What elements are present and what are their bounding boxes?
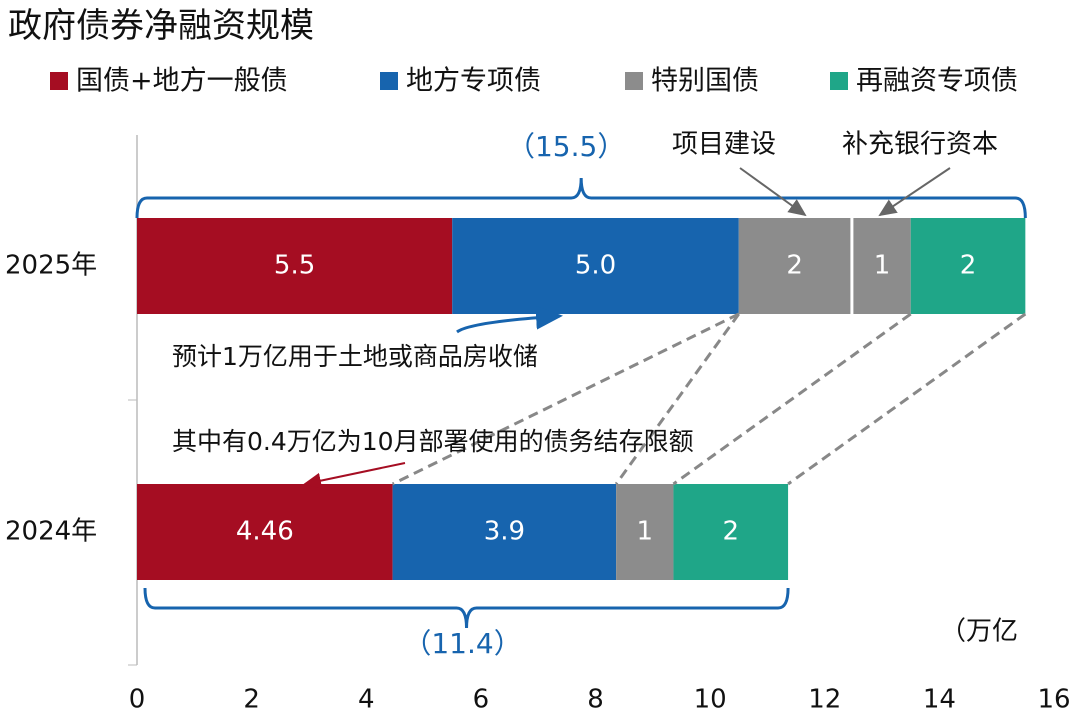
chart-title: 政府债券净融资规模	[8, 6, 314, 46]
value-label: 2	[722, 517, 739, 547]
x-tick-label: 12	[808, 685, 841, 715]
annotation: 预计1万亿用于土地或商品房收储	[172, 342, 538, 371]
value-label: 5.5	[274, 251, 315, 281]
bar-segment	[137, 218, 453, 314]
brace	[143, 587, 790, 629]
x-tick-label: 4	[358, 685, 375, 715]
annotation: 项目建设	[672, 130, 776, 160]
arrow	[739, 167, 807, 217]
legend-swatch	[50, 72, 68, 90]
y-tick-label: 2025年	[5, 251, 97, 281]
arrow	[878, 167, 951, 217]
legend-label: 地方专项债	[406, 66, 541, 97]
legend-swatch	[830, 72, 848, 90]
total-label: （15.5）	[507, 130, 625, 163]
value-label: 2	[960, 251, 977, 281]
x-tick-label: 16	[1037, 685, 1070, 715]
value-label: 1	[874, 251, 891, 281]
connector	[391, 312, 740, 486]
x-tick-label: 2	[243, 685, 260, 715]
value-label: 5.0	[575, 251, 616, 281]
bar-segment	[910, 218, 1026, 314]
connector	[614, 313, 740, 485]
legend-swatch	[625, 72, 643, 90]
arrow	[303, 462, 406, 489]
bar-segment	[673, 484, 789, 580]
value-label: 1	[637, 517, 654, 547]
bar-segment	[616, 484, 674, 580]
bar-segment	[392, 484, 617, 580]
value-label: 4.46	[236, 517, 294, 547]
x-tick-label: 10	[694, 685, 727, 715]
bar-segment	[738, 218, 851, 314]
annotation: 补充银行资本	[842, 130, 998, 160]
unit-label: （万亿	[940, 617, 1018, 647]
bar-segment	[452, 218, 739, 314]
x-tick-label: 6	[473, 685, 490, 715]
legend-swatch	[380, 72, 398, 90]
x-tick-label: 8	[587, 685, 604, 715]
bar-segment	[853, 218, 911, 314]
value-label: 3.9	[484, 517, 525, 547]
legend-label: 特别国债	[651, 66, 759, 97]
connector	[787, 312, 1027, 486]
value-label: 2	[786, 251, 803, 281]
bar-segment	[137, 484, 393, 580]
connector	[672, 312, 912, 486]
brace	[135, 177, 1027, 219]
total-label: （11.4）	[403, 627, 521, 660]
legend-label: 再融资专项债	[856, 66, 1018, 97]
y-tick-label: 2024年	[5, 517, 97, 547]
annotation: 其中有0.4万亿为10月部署使用的债务结存限额	[172, 427, 694, 456]
x-tick-label: 0	[129, 685, 146, 715]
arrow	[456, 305, 563, 334]
legend-label: 国债+地方一般债	[76, 66, 288, 97]
x-tick-label: 14	[923, 685, 956, 715]
